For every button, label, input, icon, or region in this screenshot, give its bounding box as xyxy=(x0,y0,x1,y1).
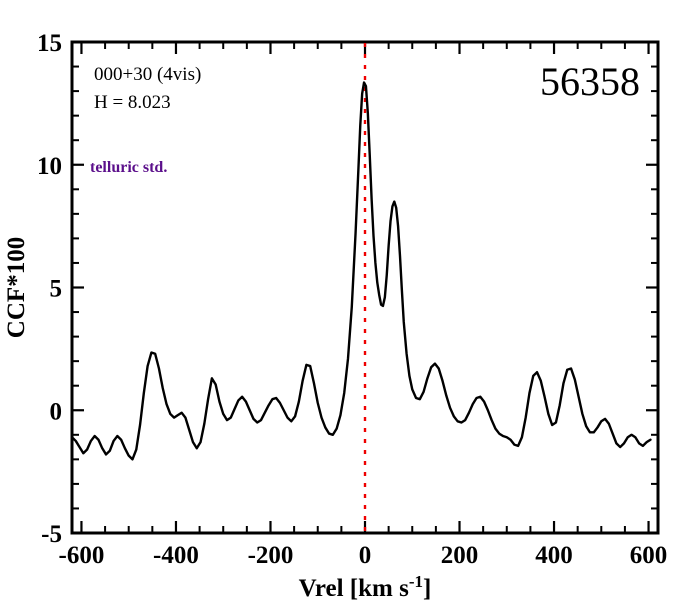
annotation-telluric-std: telluric std. xyxy=(90,159,167,176)
y-tick-label: 5 xyxy=(50,276,63,303)
x-tick-label: 0 xyxy=(359,542,372,569)
annotation-magnitude: H = 8.023 xyxy=(94,92,171,113)
x-tick-label: 600 xyxy=(630,542,668,569)
ccf-curve xyxy=(70,81,652,461)
y-axis-title: CCF*100 xyxy=(3,237,30,338)
annotation-target-name: 000+30 (4vis) xyxy=(94,64,201,85)
x-tick-label: 200 xyxy=(441,542,479,569)
annotation-epoch: 56358 xyxy=(540,59,640,104)
y-tick-label: -5 xyxy=(41,521,62,548)
y-tick-label: 10 xyxy=(37,153,62,180)
x-tick-label: -200 xyxy=(248,542,294,569)
x-tick-label: -400 xyxy=(153,542,199,569)
x-tick-label: -600 xyxy=(59,542,105,569)
y-tick-label: 0 xyxy=(50,398,63,425)
x-axis-title: Vrel [km s-1] xyxy=(299,572,432,600)
y-tick-label: 15 xyxy=(37,30,62,57)
plot-area: -600 -400 -200 0 200 400 600 -5 0 5 10 15 Vrel [km s… xyxy=(3,30,667,600)
x-tick-label: 400 xyxy=(535,542,573,569)
